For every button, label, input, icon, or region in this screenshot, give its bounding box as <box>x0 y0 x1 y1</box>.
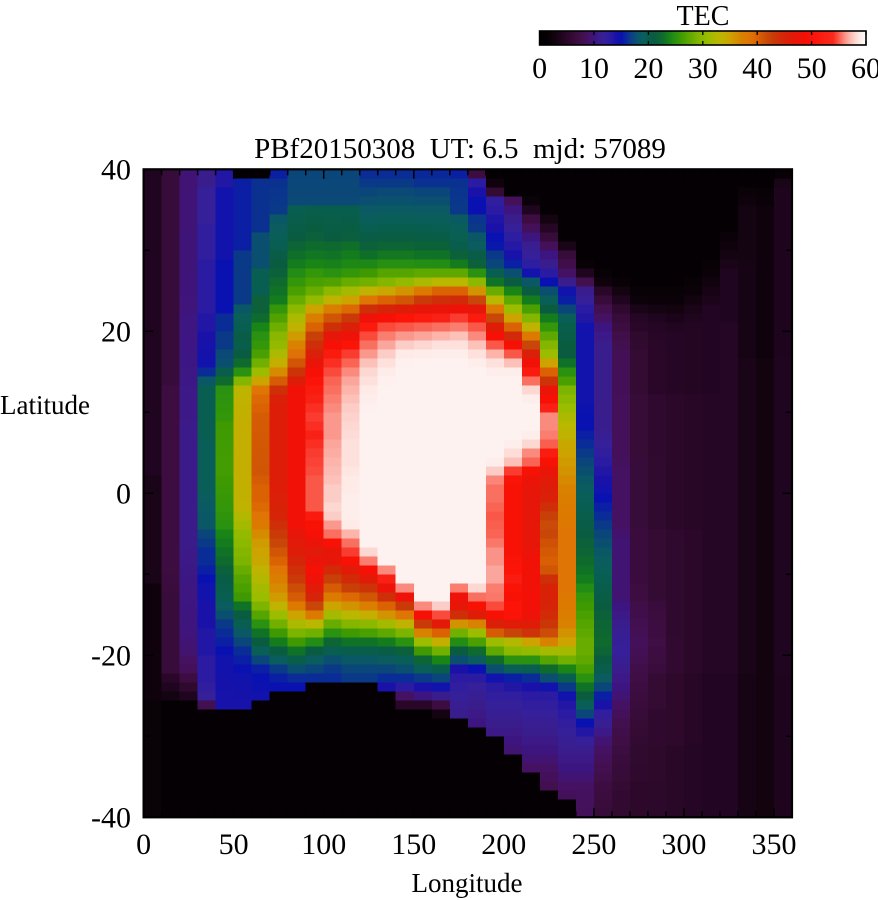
svg-text:PBf20150308 UT: 6.5 mjd: 570: PBf20150308 UT: 6.5 mjd: 57089 <box>254 133 666 165</box>
svg-text:250: 250 <box>571 828 616 861</box>
svg-text:100: 100 <box>301 828 346 861</box>
svg-text:150: 150 <box>391 828 436 861</box>
svg-text:0: 0 <box>532 52 547 85</box>
svg-text:TEC: TEC <box>677 1 730 32</box>
svg-text:-20: -20 <box>91 639 131 672</box>
svg-text:20: 20 <box>633 52 663 85</box>
svg-text:200: 200 <box>481 828 526 861</box>
svg-text:60: 60 <box>851 52 878 85</box>
svg-text:Latitude: Latitude <box>0 390 90 420</box>
svg-text:10: 10 <box>579 52 609 85</box>
svg-text:40: 40 <box>742 52 772 85</box>
svg-text:30: 30 <box>688 52 718 85</box>
svg-text:50: 50 <box>797 52 827 85</box>
svg-text:0: 0 <box>116 477 131 510</box>
svg-text:0: 0 <box>136 828 151 861</box>
svg-text:40: 40 <box>101 153 131 186</box>
svg-text:-40: -40 <box>91 801 131 834</box>
svg-text:300: 300 <box>661 828 706 861</box>
svg-text:Longitude: Longitude <box>412 868 523 898</box>
svg-text:350: 350 <box>752 828 797 861</box>
svg-text:20: 20 <box>101 315 131 348</box>
svg-text:50: 50 <box>219 828 249 861</box>
